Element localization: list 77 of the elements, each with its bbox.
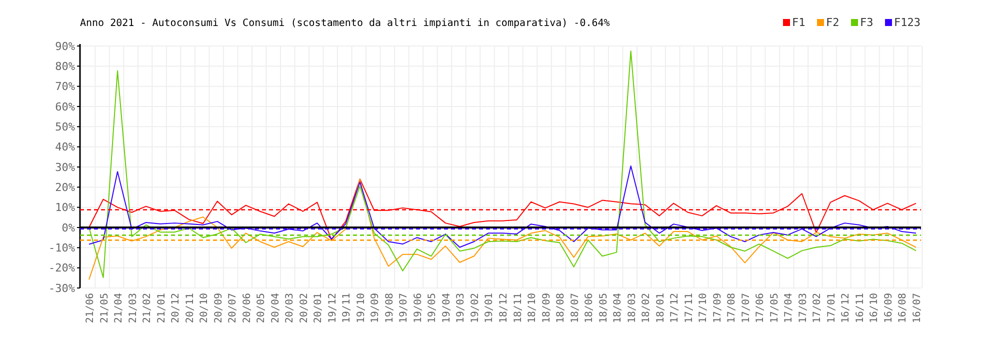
legend-label: F123 [894, 16, 920, 29]
x-tick-label: 17/11 [684, 293, 695, 324]
x-tick-label: 16/07 [912, 293, 923, 324]
x-tick-label: 19/04 [441, 293, 452, 324]
y-tick-label: -20% [48, 262, 76, 275]
x-tick-label: 21/06 [85, 293, 96, 324]
x-tick-label: 18/03 [626, 293, 638, 324]
x-tick-label: 18/07 [570, 293, 581, 324]
x-tick-label: 20/05 [256, 293, 268, 324]
y-tick-label: 40% [55, 140, 76, 154]
y-tick-label: 70% [55, 80, 76, 94]
x-tick-label: 16/09 [883, 293, 894, 324]
y-tick-label: 90% [55, 40, 76, 53]
x-tick-label: 20/04 [270, 293, 282, 324]
y-tick-label: 30% [55, 160, 76, 174]
x-tick-label: 19/11 [342, 293, 353, 324]
x-tick-label: 19/12 [327, 293, 338, 324]
x-tick-label: 21/02 [142, 293, 154, 324]
x-tick-label: 17/07 [740, 293, 752, 324]
y-tick-label: 80% [55, 60, 76, 74]
x-tick-label: 20/12 [170, 293, 182, 324]
x-tick-label: 17/04 [784, 293, 795, 324]
x-tick-label: 20/10 [199, 293, 210, 324]
x-tick-label: 16/12 [840, 293, 852, 324]
x-tick-label: 18/04 [612, 293, 624, 324]
legend-label: F2 [826, 16, 840, 29]
x-tick-label: 17/05 [769, 293, 780, 324]
x-tick-label: 19/07 [398, 293, 410, 324]
x-tick-label: 19/08 [384, 293, 396, 324]
x-tick-label: 16/08 [898, 293, 909, 324]
x-tick-label: 18/02 [641, 293, 652, 324]
x-tick-label: 16/10 [869, 293, 880, 324]
x-tick-label: 21/03 [128, 293, 139, 324]
x-tick-label: 21/01 [156, 293, 168, 324]
x-tick-label: 19/10 [356, 293, 367, 324]
x-tick-label: 21/05 [99, 293, 110, 324]
x-tick-label: 19/06 [412, 293, 424, 324]
chart-title: Anno 2021 - Autoconsumi Vs Consumi (scostamento da altri impianti in comparativa) -0.64% [80, 18, 610, 29]
y-tick-label: 10% [55, 201, 76, 214]
x-tick-label: 20/02 [298, 293, 310, 324]
legend-label: F3 [860, 16, 874, 29]
x-tick-label: 19/05 [427, 293, 438, 324]
x-tick-label: 20/09 [213, 293, 224, 324]
x-tick-label: 19/03 [456, 293, 467, 324]
x-tick-label: 21/04 [114, 293, 125, 324]
x-tick-label: 20/11 [184, 293, 196, 324]
x-tick-label: 17/12 [670, 293, 681, 324]
x-tick-label: 17/01 [826, 293, 838, 324]
x-tick-label: 16/11 [854, 293, 866, 324]
y-tick-label: -10% [48, 242, 76, 255]
x-tick-label: 17/08 [726, 293, 738, 324]
x-tick-label: 18/05 [598, 293, 610, 324]
y-tick-label: -30% [48, 282, 76, 295]
x-tick-label: 18/01 [655, 293, 666, 324]
x-tick-label: 19/09 [370, 293, 382, 324]
x-tick-label: 17/02 [812, 293, 824, 324]
x-tick-label: 20/06 [242, 293, 253, 324]
x-tick-label: 17/06 [755, 293, 766, 324]
x-tick-label: 17/10 [698, 293, 710, 324]
x-tick-label: 20/07 [228, 293, 239, 324]
y-tick-label: 0% [62, 221, 76, 234]
y-tick-label: 60% [55, 100, 76, 114]
legend-label: F1 [792, 16, 806, 29]
x-tick-label: 18/06 [584, 293, 596, 324]
x-tick-label: 17/03 [798, 293, 809, 324]
y-tick-label: 50% [55, 120, 76, 134]
x-tick-label: 18/08 [556, 293, 567, 324]
x-tick-label: 18/11 [512, 293, 524, 324]
x-tick-label: 17/09 [712, 293, 724, 324]
x-tick-label: 18/10 [527, 293, 538, 324]
x-tick-label: 18/09 [541, 293, 552, 324]
x-tick-label: 19/01 [484, 293, 496, 324]
x-tick-label: 19/02 [470, 293, 481, 324]
x-tick-label: 20/01 [313, 293, 324, 324]
y-tick-label: 20% [55, 181, 76, 194]
x-tick-label: 20/03 [284, 293, 296, 324]
x-tick-label: 18/12 [498, 293, 510, 324]
